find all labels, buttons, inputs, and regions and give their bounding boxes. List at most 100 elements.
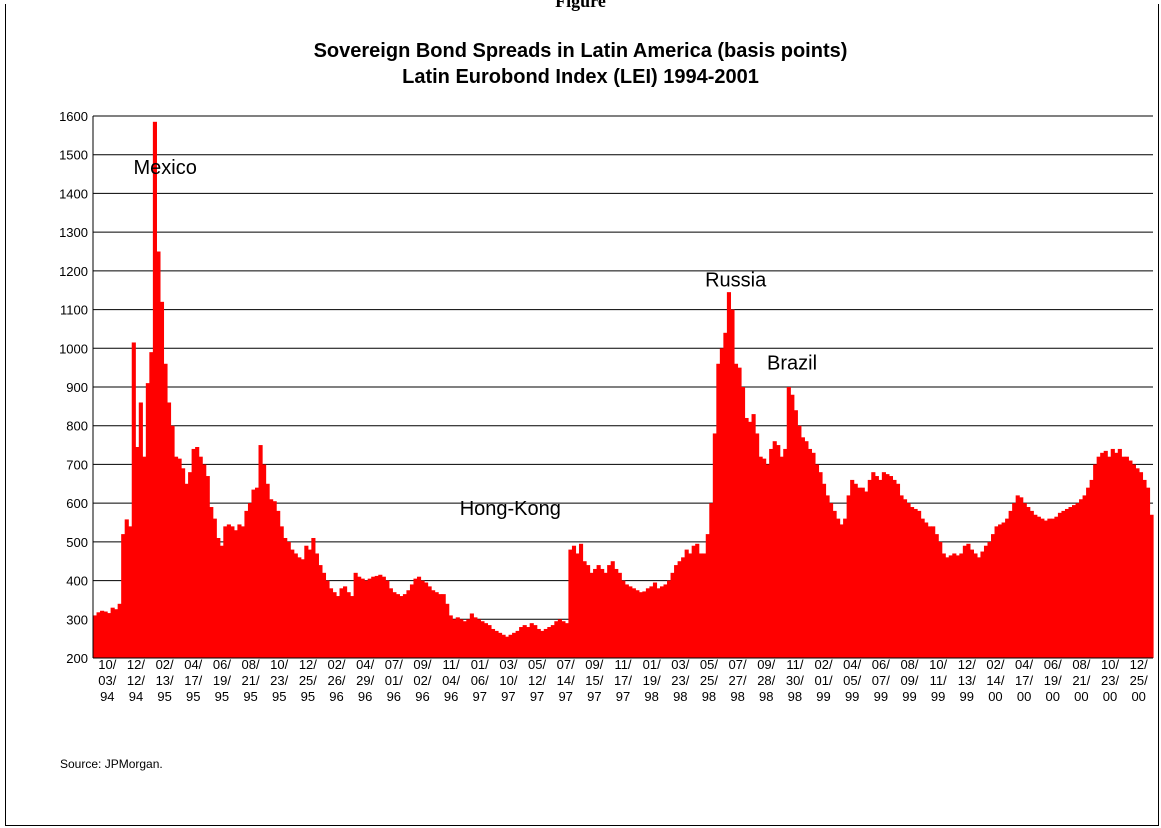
data-bar bbox=[262, 464, 267, 658]
x-tick-label: 98 bbox=[759, 689, 773, 704]
data-bar bbox=[244, 510, 249, 658]
data-bar bbox=[328, 588, 334, 658]
data-bar bbox=[526, 627, 531, 658]
data-bar bbox=[110, 607, 115, 658]
data-bar bbox=[431, 590, 436, 658]
data-bar bbox=[304, 545, 309, 658]
data-bar bbox=[730, 309, 735, 658]
data-bar bbox=[769, 448, 774, 658]
header-fragment: Figure bbox=[0, 0, 1161, 20]
data-bar bbox=[364, 580, 369, 658]
data-bar bbox=[318, 565, 323, 658]
data-bar bbox=[483, 623, 489, 658]
data-bar bbox=[1131, 464, 1136, 658]
y-tick-label: 200 bbox=[66, 651, 88, 666]
data-bar bbox=[709, 503, 714, 658]
data-bar bbox=[737, 367, 742, 658]
data-bar bbox=[635, 590, 640, 658]
data-bar bbox=[131, 342, 136, 658]
data-bar bbox=[1093, 464, 1098, 658]
data-bar bbox=[149, 352, 154, 658]
data-bar bbox=[698, 553, 703, 658]
data-bar bbox=[395, 594, 400, 658]
data-bar bbox=[145, 383, 150, 658]
data-bar bbox=[733, 363, 739, 658]
y-tick-label: 1400 bbox=[59, 186, 88, 201]
x-tick-label: 06/ bbox=[213, 657, 231, 672]
data-bar bbox=[473, 617, 478, 658]
data-bar bbox=[114, 609, 119, 658]
data-bar bbox=[786, 387, 791, 658]
data-bar bbox=[508, 634, 513, 658]
y-tick-label: 1300 bbox=[59, 225, 88, 240]
x-tick-label: 98 bbox=[730, 689, 744, 704]
x-tick-label: 98 bbox=[702, 689, 716, 704]
figure-frame bbox=[5, 4, 1159, 826]
data-bar bbox=[265, 483, 270, 658]
data-bar bbox=[1149, 514, 1154, 658]
x-tick-label: 99 bbox=[816, 689, 830, 704]
x-tick-label: 15/ bbox=[585, 673, 603, 688]
data-bar bbox=[645, 588, 651, 658]
x-tick-label: 10/ bbox=[270, 657, 288, 672]
x-tick-label: 08/ bbox=[242, 657, 260, 672]
x-tick-label: 99 bbox=[931, 689, 945, 704]
data-bar bbox=[233, 530, 238, 658]
data-bar bbox=[135, 447, 140, 658]
data-bar bbox=[913, 508, 918, 658]
data-bar bbox=[976, 557, 982, 658]
data-bar bbox=[712, 433, 717, 658]
data-bar bbox=[575, 553, 580, 658]
x-tick-label: 30/ bbox=[786, 673, 804, 688]
data-bar bbox=[93, 615, 98, 658]
x-tick-label: 96 bbox=[444, 689, 458, 704]
x-tick-label: 97 bbox=[501, 689, 515, 704]
data-bar bbox=[920, 518, 925, 658]
data-bar bbox=[413, 578, 418, 658]
data-bar bbox=[512, 632, 517, 658]
data-bar bbox=[610, 561, 615, 658]
data-bar bbox=[941, 553, 946, 658]
data-bar bbox=[667, 580, 672, 658]
x-tick-label: 97 bbox=[473, 689, 487, 704]
data-bar bbox=[226, 524, 231, 658]
data-bar bbox=[962, 545, 967, 658]
data-bar bbox=[399, 596, 404, 658]
x-tick-label: 95 bbox=[157, 689, 171, 704]
data-bar bbox=[783, 448, 788, 658]
data-bar bbox=[857, 487, 862, 658]
x-tick-label: 96 bbox=[329, 689, 343, 704]
data-bar bbox=[223, 526, 228, 658]
data-bar bbox=[371, 576, 376, 658]
data-bar bbox=[156, 251, 161, 658]
source-note: Source: JPMorgan. bbox=[60, 757, 163, 771]
x-tick-label: 11/ bbox=[443, 657, 460, 672]
data-bar bbox=[1015, 495, 1020, 658]
data-bar bbox=[195, 447, 200, 658]
data-bar bbox=[691, 545, 696, 658]
x-tick-label: 23/ bbox=[1101, 673, 1119, 688]
x-tick-label: 17/ bbox=[1015, 673, 1033, 688]
x-tick-label: 00 bbox=[1131, 689, 1145, 704]
y-tick-label: 700 bbox=[66, 457, 88, 472]
data-bar bbox=[297, 557, 302, 658]
data-bar bbox=[938, 541, 943, 658]
data-bar bbox=[751, 414, 756, 658]
x-tick-label: 12/ bbox=[299, 657, 317, 672]
data-bar bbox=[924, 522, 929, 658]
x-tick-label: 96 bbox=[387, 689, 401, 704]
x-tick-label: 19/ bbox=[643, 673, 661, 688]
x-tick-label: 05/ bbox=[843, 673, 861, 688]
annotation-label: Hong-Kong bbox=[460, 498, 561, 520]
x-tick-label: 97 bbox=[530, 689, 544, 704]
x-tick-label: 04/ bbox=[442, 673, 460, 688]
data-bar bbox=[237, 524, 242, 658]
data-bar bbox=[543, 628, 548, 658]
data-bar bbox=[409, 584, 415, 658]
x-tick-label: 95 bbox=[272, 689, 286, 704]
data-bar bbox=[1142, 479, 1147, 658]
data-bar bbox=[596, 565, 601, 658]
x-tick-label: 11/ bbox=[930, 673, 947, 688]
data-bar bbox=[286, 541, 291, 658]
data-bar bbox=[927, 526, 932, 658]
